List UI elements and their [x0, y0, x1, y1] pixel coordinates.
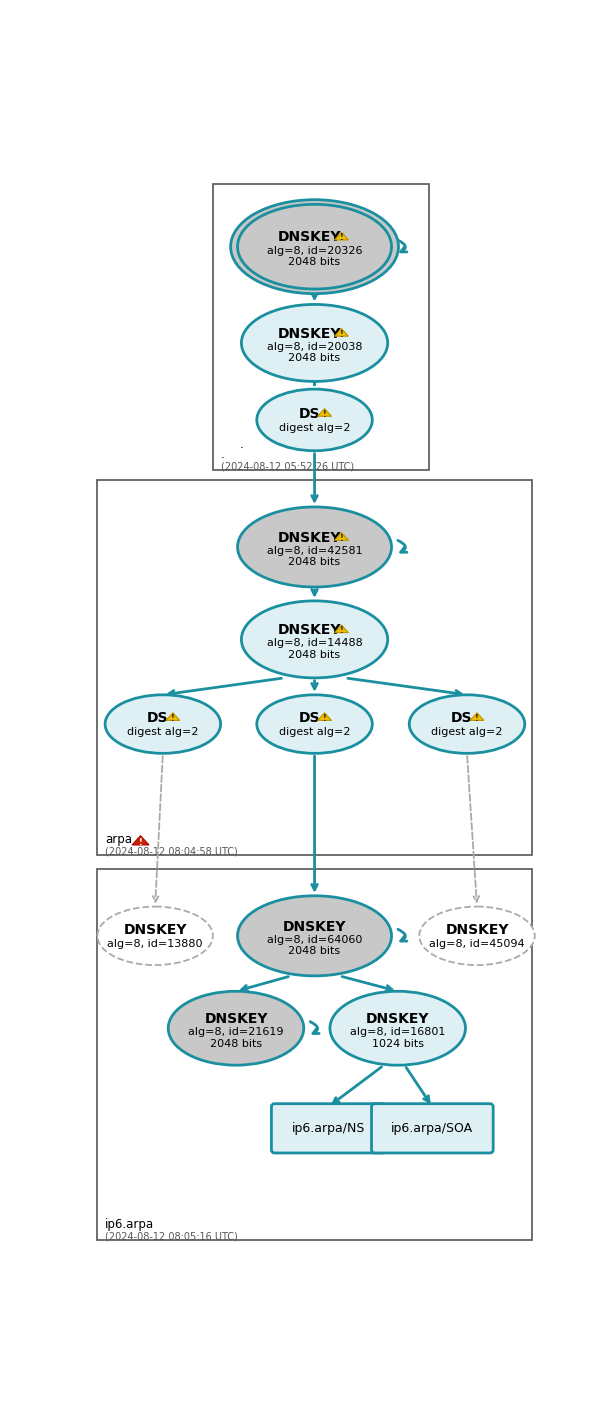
Polygon shape: [335, 328, 348, 337]
Text: (2024-08-12 08:04:58 UTC): (2024-08-12 08:04:58 UTC): [105, 847, 238, 857]
FancyBboxPatch shape: [371, 1104, 493, 1152]
Polygon shape: [335, 533, 348, 540]
Ellipse shape: [168, 991, 304, 1065]
Text: alg=8, id=20038: alg=8, id=20038: [267, 342, 362, 352]
Text: (2024-08-12 05:52:26 UTC): (2024-08-12 05:52:26 UTC): [221, 461, 354, 471]
Text: 2048 bits: 2048 bits: [289, 650, 341, 660]
Text: 2048 bits: 2048 bits: [289, 946, 341, 956]
Text: ip6.arpa/SOA: ip6.arpa/SOA: [391, 1121, 473, 1135]
Text: DS: DS: [147, 711, 168, 725]
Text: DNSKEY: DNSKEY: [278, 327, 341, 341]
Ellipse shape: [257, 694, 372, 754]
Text: DNSKEY: DNSKEY: [123, 923, 187, 936]
Polygon shape: [166, 713, 180, 721]
Text: DS: DS: [299, 407, 320, 421]
Ellipse shape: [242, 601, 387, 677]
Bar: [213, 184, 428, 469]
Text: DNSKEY: DNSKEY: [278, 530, 341, 544]
Polygon shape: [132, 836, 149, 846]
Ellipse shape: [238, 205, 392, 288]
Polygon shape: [318, 409, 332, 416]
Text: DNSKEY: DNSKEY: [283, 919, 346, 933]
Text: (2024-08-12 08:05:16 UTC): (2024-08-12 08:05:16 UTC): [105, 1232, 238, 1241]
FancyBboxPatch shape: [272, 1104, 386, 1152]
Ellipse shape: [105, 694, 221, 754]
Polygon shape: [335, 232, 348, 240]
Text: 2048 bits: 2048 bits: [289, 257, 341, 267]
Text: alg=8, id=45094: alg=8, id=45094: [429, 939, 525, 949]
Text: digest alg=2: digest alg=2: [279, 727, 350, 737]
Text: alg=8, id=13880: alg=8, id=13880: [107, 939, 203, 949]
Text: alg=8, id=42581: alg=8, id=42581: [267, 546, 362, 556]
Text: digest alg=2: digest alg=2: [432, 727, 503, 737]
Text: 1024 bits: 1024 bits: [371, 1039, 424, 1049]
Text: .: .: [221, 448, 224, 461]
Text: alg=8, id=20326: alg=8, id=20326: [267, 246, 362, 256]
Text: !: !: [340, 626, 343, 635]
Text: DNSKEY: DNSKEY: [366, 1012, 430, 1027]
Text: ip6.arpa/NS: ip6.arpa/NS: [292, 1121, 365, 1135]
Text: DNSKEY: DNSKEY: [278, 624, 341, 638]
Ellipse shape: [257, 389, 372, 451]
Text: alg=8, id=14488: alg=8, id=14488: [267, 638, 362, 648]
Ellipse shape: [419, 906, 535, 966]
Text: arpa: arpa: [105, 833, 132, 846]
Text: digest alg=2: digest alg=2: [279, 423, 350, 433]
Text: DS: DS: [299, 711, 320, 725]
Text: alg=8, id=16801: alg=8, id=16801: [350, 1027, 446, 1036]
Ellipse shape: [409, 694, 525, 754]
Bar: [97, 868, 533, 1240]
Text: 2048 bits: 2048 bits: [210, 1039, 262, 1049]
Text: !: !: [322, 410, 327, 419]
Text: digest alg=2: digest alg=2: [127, 727, 199, 737]
Text: !: !: [171, 714, 175, 723]
Text: !: !: [322, 714, 327, 723]
Text: alg=8, id=64060: alg=8, id=64060: [267, 935, 362, 945]
Ellipse shape: [238, 896, 392, 976]
Text: DS: DS: [451, 711, 473, 725]
Text: 2048 bits: 2048 bits: [289, 557, 341, 567]
Text: DNSKEY: DNSKEY: [445, 923, 509, 936]
Text: .: .: [240, 438, 244, 451]
Ellipse shape: [97, 906, 213, 966]
Polygon shape: [318, 713, 332, 721]
Polygon shape: [335, 625, 348, 632]
Text: alg=8, id=21619: alg=8, id=21619: [188, 1027, 284, 1036]
Text: !: !: [475, 714, 479, 723]
Polygon shape: [470, 713, 484, 721]
Text: !: !: [340, 233, 343, 242]
Text: !: !: [340, 329, 343, 338]
Ellipse shape: [238, 508, 392, 587]
Text: !: !: [340, 533, 343, 543]
Text: !: !: [139, 839, 142, 847]
Ellipse shape: [230, 199, 398, 294]
Text: DNSKEY: DNSKEY: [278, 230, 341, 245]
Bar: [97, 479, 533, 855]
Text: DNSKEY: DNSKEY: [204, 1012, 268, 1027]
Text: ip6.arpa: ip6.arpa: [105, 1217, 154, 1230]
Ellipse shape: [242, 304, 387, 382]
Ellipse shape: [330, 991, 465, 1065]
Text: 2048 bits: 2048 bits: [289, 354, 341, 363]
